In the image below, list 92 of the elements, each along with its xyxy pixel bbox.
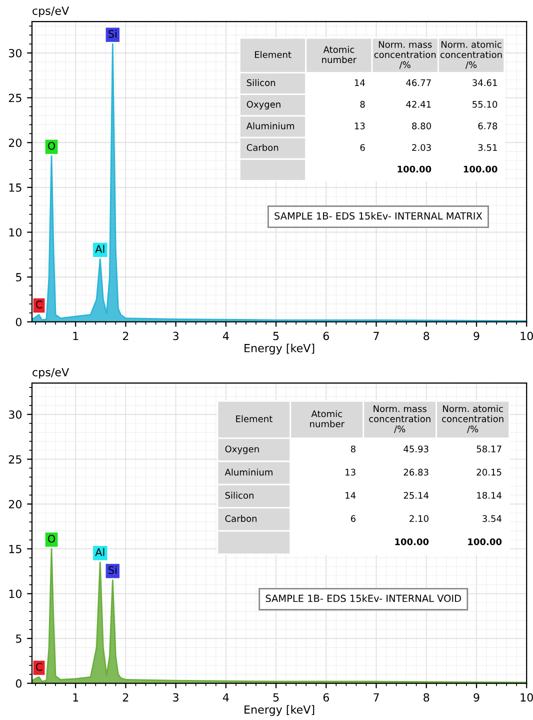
annotation: Element bbox=[255, 51, 292, 58]
annotation: Carbon bbox=[246, 144, 278, 151]
annotation: 6 bbox=[350, 515, 356, 522]
annotation: 45.93 bbox=[404, 446, 428, 452]
x-tick-label: 8 bbox=[424, 693, 430, 702]
annotation: 6.78 bbox=[478, 122, 498, 130]
y-tick-label: 25 bbox=[8, 455, 22, 464]
annotation: C bbox=[36, 300, 42, 308]
x-tick-label: 2 bbox=[122, 693, 128, 702]
annotation: 26.83 bbox=[404, 468, 428, 476]
annotation: 42.41 bbox=[406, 100, 431, 108]
y-axis-title: cps/eV bbox=[32, 368, 70, 379]
annotation: 58.17 bbox=[476, 446, 502, 452]
annotation: 8 bbox=[360, 100, 365, 108]
annotation: Si bbox=[108, 566, 116, 574]
y-tick-label: 15 bbox=[9, 184, 22, 192]
annotation: Al bbox=[95, 548, 104, 556]
annotation: Oxygen bbox=[246, 100, 280, 110]
y-axis-title: cps/eV bbox=[32, 6, 70, 18]
annotation: Si bbox=[108, 30, 116, 38]
x-tick-label: 3 bbox=[173, 693, 178, 702]
y-tick-label: 30 bbox=[8, 410, 22, 419]
annotation: 14 bbox=[354, 79, 365, 86]
annotation: SAMPLE 1B- EDS 15kEv- INTERNAL MATRIX bbox=[274, 212, 482, 220]
x-tick-label: 7 bbox=[374, 693, 379, 702]
annotation: Oxygen bbox=[225, 446, 259, 454]
x-tick-label: 4 bbox=[222, 693, 229, 702]
y-tick-label: 10 bbox=[9, 590, 22, 598]
x-tick-label: 5 bbox=[273, 332, 279, 340]
x-tick-label: 1 bbox=[73, 332, 78, 340]
x-tick-label: 7 bbox=[374, 332, 379, 340]
y-tick-label: 5 bbox=[16, 634, 22, 643]
annotation: 100.00 bbox=[468, 538, 502, 546]
y-tick-label: 0 bbox=[16, 679, 22, 688]
annotation: Silicon bbox=[246, 79, 276, 86]
annotation: 100.00 bbox=[464, 166, 498, 173]
annotation: Carbon bbox=[225, 515, 257, 522]
x-tick-label: 9 bbox=[474, 693, 480, 702]
y-tick-label: 30 bbox=[8, 48, 22, 58]
annotation: 25.14 bbox=[404, 492, 429, 499]
annotation: SAMPLE 1B- EDS 15kEv- INTERNAL VOID bbox=[266, 594, 461, 602]
annotation: Atomic number bbox=[322, 46, 357, 64]
annotation: Atomic number bbox=[310, 410, 345, 428]
annotation: 14 bbox=[346, 492, 356, 499]
annotation: O bbox=[48, 142, 56, 150]
y-tick-label: 20 bbox=[8, 138, 22, 147]
annotation: 2.10 bbox=[410, 515, 428, 522]
annotation: 18.14 bbox=[477, 492, 502, 499]
annotation: Aluminium bbox=[246, 122, 294, 130]
annotation: 34.61 bbox=[472, 79, 497, 86]
annotation: 6 bbox=[360, 144, 365, 151]
annotation: Al bbox=[95, 244, 104, 253]
x-tick-label: 1 bbox=[73, 693, 78, 702]
annotation: Norm. mass concentration /% bbox=[374, 41, 436, 69]
annotation: O bbox=[48, 534, 56, 543]
annotation: Norm. atomic concentration /% bbox=[440, 40, 502, 69]
annotation: 2.03 bbox=[412, 144, 431, 151]
annotation: 100.00 bbox=[398, 166, 432, 173]
x-tick-label: 2 bbox=[122, 332, 128, 340]
annotation: Norm. atomic concentration /% bbox=[442, 405, 504, 434]
x-axis-title: Energy [keV] bbox=[244, 705, 314, 716]
y-tick-label: 15 bbox=[9, 544, 22, 554]
annotation: 100.00 bbox=[395, 538, 429, 546]
x-axis-title: Energy [keV] bbox=[244, 344, 314, 354]
x-tick-label: 6 bbox=[323, 332, 329, 340]
annotation: 20.15 bbox=[476, 468, 502, 476]
annotation: 13 bbox=[354, 122, 365, 130]
annotation: Silicon bbox=[225, 492, 254, 499]
annotation: 3.51 bbox=[478, 144, 497, 151]
annotation: 13 bbox=[346, 468, 356, 476]
y-tick-label: 10 bbox=[9, 228, 22, 237]
x-tick-label: 8 bbox=[424, 332, 430, 340]
x-tick-label: 3 bbox=[173, 332, 178, 340]
x-tick-label: 5 bbox=[273, 693, 279, 702]
y-tick-label: 25 bbox=[8, 94, 22, 102]
annotation: Norm. mass concentration /% bbox=[369, 405, 430, 434]
annotation: 8.80 bbox=[412, 122, 431, 130]
annotation: Element bbox=[236, 415, 272, 422]
x-tick-label: 6 bbox=[323, 693, 329, 702]
annotation: C bbox=[36, 662, 42, 671]
y-tick-label: 20 bbox=[8, 500, 22, 508]
x-tick-label: 10 bbox=[520, 693, 533, 702]
annotation: 55.10 bbox=[472, 100, 498, 108]
annotation: Aluminium bbox=[224, 468, 272, 476]
y-tick-label: 0 bbox=[16, 318, 22, 326]
x-tick-label: 4 bbox=[222, 332, 229, 340]
y-tick-label: 5 bbox=[16, 273, 22, 282]
x-tick-label: 10 bbox=[520, 332, 533, 340]
annotation: 8 bbox=[350, 446, 356, 452]
annotation: 46.77 bbox=[406, 79, 431, 86]
annotation: 3.54 bbox=[482, 515, 502, 522]
x-tick-label: 9 bbox=[474, 332, 480, 340]
